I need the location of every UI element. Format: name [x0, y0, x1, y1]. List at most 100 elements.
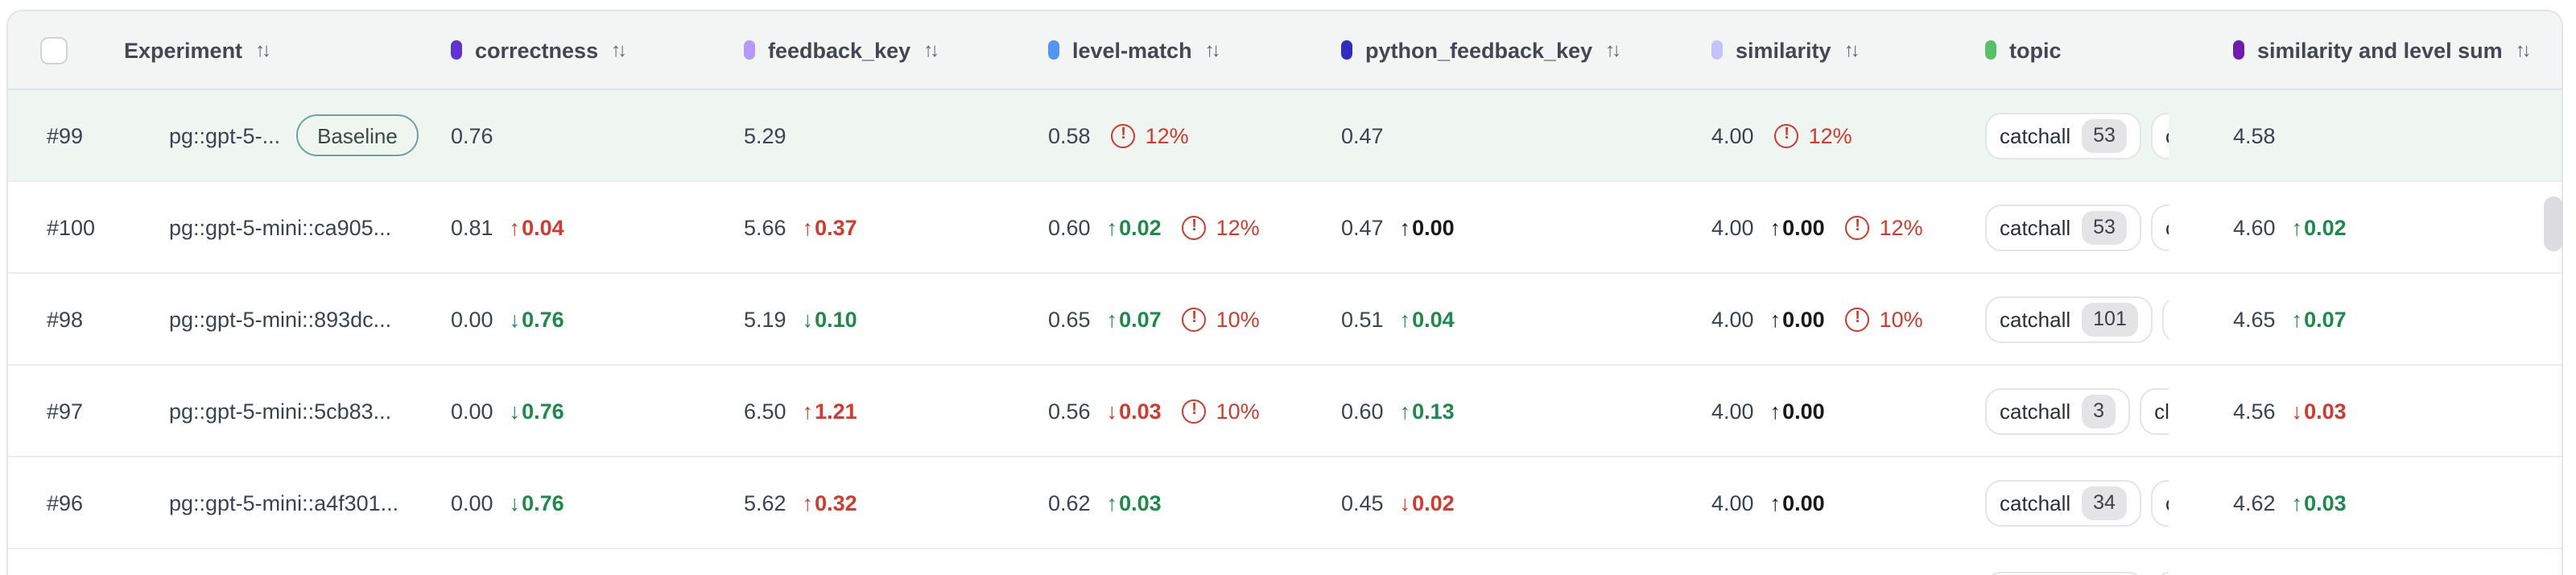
metric-color-dot-icon	[744, 40, 755, 60]
delta-arrow-icon: ↑	[1399, 307, 1411, 331]
scrollbar-thumb[interactable]	[2544, 196, 2563, 251]
warning-exclamation-icon	[1845, 215, 1870, 239]
topic-pill-label: c	[2165, 215, 2169, 239]
metric-delta: ↑ 0.07	[1107, 307, 1162, 331]
metric-value: 0.60	[1341, 399, 1384, 423]
column-header-python-feedback-key[interactable]: python_feedback_key	[1317, 11, 1687, 89]
sort-arrows-icon[interactable]	[923, 39, 936, 61]
topic-pill-label: catchall	[2000, 399, 2071, 423]
topic-pill-label: catchall	[2000, 123, 2071, 147]
metric-value: 0.51	[1341, 307, 1384, 331]
column-header-feedback-key[interactable]: feedback_key	[720, 11, 1024, 89]
metric-delta: ↓ 0.10	[803, 307, 857, 331]
metric-delta: ↓ 0.76	[510, 399, 564, 423]
metric-delta: ↓ 0.03	[2292, 399, 2347, 423]
column-header-correctness[interactable]: correctness	[427, 11, 720, 89]
delta-arrow-icon: ↓	[509, 307, 521, 331]
topic-pill-label: catchall	[2000, 215, 2071, 239]
topic-pill: c	[2150, 112, 2169, 159]
delta-arrow-icon: ↑	[1106, 307, 1118, 331]
metric-cell-correctness	[427, 549, 720, 575]
sort-arrows-icon[interactable]	[611, 39, 624, 61]
metric-cell-similarity-and-level-sum	[2191, 549, 2562, 575]
metric-value: 0.58	[1048, 123, 1091, 147]
experiment-cell: pg::gpt-5-mini::ca905...	[124, 182, 427, 272]
delta-arrow-icon: ↑	[1769, 307, 1781, 331]
metric-value: 5.66	[744, 215, 786, 239]
topic-pill-list: catchall 53 c	[1985, 112, 2169, 159]
delta-arrow-icon: ↑	[1399, 399, 1411, 423]
metric-delta: ↑ 0.07	[2292, 307, 2347, 331]
experiment-row-partial[interactable]	[8, 549, 2562, 575]
warning-exclamation-icon	[1182, 399, 1207, 423]
metric-cell-feedback-key: 6.50 ↑ 1.21	[720, 366, 1024, 456]
row-number: #100	[47, 215, 96, 239]
column-label: level-match	[1072, 38, 1192, 62]
select-all-checkbox[interactable]	[40, 36, 68, 64]
topic-cell: catchall 53 c	[1961, 90, 2191, 180]
delta-arrow-icon: ↓	[509, 399, 521, 423]
select-all-cell	[8, 11, 124, 89]
sort-arrows-icon[interactable]	[255, 39, 268, 61]
metric-value: 4.65	[2233, 307, 2276, 331]
delta-value: 0.04	[522, 215, 564, 239]
sort-arrows-icon[interactable]	[2516, 39, 2529, 61]
warning-indicator: 12%	[1845, 215, 1923, 239]
experiment-name: pg::gpt-5-mini::5cb83...	[169, 399, 392, 423]
row-number: #96	[47, 490, 84, 515]
topic-pill: c	[2161, 296, 2169, 342]
column-header-similarity[interactable]: similarity	[1687, 11, 1961, 89]
delta-arrow-icon: ↑	[1106, 490, 1118, 515]
metric-cell-level-match: 0.65 ↑0.07 10%	[1024, 274, 1317, 364]
row-number-cell: #99	[8, 90, 124, 180]
topic-pill-list: catchall 101 c	[1985, 296, 2169, 342]
metric-value: 0.65	[1048, 307, 1091, 331]
delta-arrow-icon: ↓	[1106, 399, 1118, 423]
metric-value: 0.47	[1341, 123, 1384, 147]
column-label: correctness	[475, 38, 599, 62]
column-header-similarity-and-level-sum[interactable]: similarity and level sum	[2191, 11, 2562, 89]
metric-cell-similarity-and-level-sum: 4.56 ↓ 0.03	[2191, 366, 2562, 456]
sort-arrows-icon[interactable]	[1844, 39, 1857, 61]
metric-cell-feedback-key	[720, 549, 1024, 575]
metric-cell-feedback-key: 5.19 ↓ 0.10	[720, 274, 1024, 364]
metric-value: 5.62	[744, 490, 786, 515]
row-number-cell: #97	[8, 366, 124, 456]
metric-delta: ↓ 0.03	[1107, 399, 1162, 423]
experiment-row[interactable]: #97 pg::gpt-5-mini::5cb83... 0.00 ↓ 0.76 6.50…	[8, 366, 2562, 457]
metric-delta: ↑ 0.32	[803, 490, 857, 515]
experiment-row[interactable]: #96 pg::gpt-5-mini::a4f301... 0.00 ↓ 0.76 5.6…	[8, 457, 2562, 549]
column-header-experiment[interactable]: Experiment	[124, 11, 427, 89]
topic-count-badge: 34	[2082, 486, 2127, 519]
topic-count-badge: 3	[2082, 394, 2116, 428]
metric-cell-similarity-and-level-sum: 4.62 ↑ 0.03	[2191, 457, 2562, 548]
delta-value: 0.37	[815, 215, 857, 239]
topic-count-badge: 53	[2082, 210, 2127, 244]
experiment-cell	[124, 549, 427, 575]
delta-arrow-icon: ↑	[1769, 490, 1781, 515]
delta-value: 0.00	[1412, 215, 1455, 239]
delta-value: 0.00	[1782, 307, 1825, 331]
experiment-row[interactable]: #98 pg::gpt-5-mini::893dc... 0.00 ↓ 0.76 5.19…	[8, 274, 2562, 366]
experiment-row[interactable]: #99pg::gpt-5-...Baseline0.765.290.5812%0…	[8, 90, 2562, 182]
sort-arrows-icon[interactable]	[1605, 39, 1618, 61]
warning-percent: 12%	[1808, 123, 1852, 147]
row-number-cell	[8, 549, 124, 575]
metric-value: 0.45	[1341, 490, 1384, 515]
warning-percent: 10%	[1216, 307, 1260, 331]
sort-arrows-icon[interactable]	[1205, 39, 1218, 61]
experiments-table-card: Experiment correctness feedback_key level-m…	[6, 10, 2563, 575]
experiment-row[interactable]: #100 pg::gpt-5-mini::ca905... 0.81 ↑ 0.04 5.6…	[8, 182, 2562, 274]
metric-delta: ↑ 0.00	[1770, 307, 1825, 331]
metric-cell-python-feedback-key: 0.47 ↑ 0.00	[1317, 182, 1687, 272]
delta-arrow-icon: ↑	[1106, 215, 1118, 239]
topic-pill-list: catchall 34 c	[1985, 479, 2169, 526]
metric-delta: ↓ 0.76	[510, 307, 564, 331]
metric-color-dot-icon	[1985, 40, 1996, 60]
topic-pill-list	[1985, 571, 2169, 575]
experiment-name: pg::gpt-5-...	[169, 123, 281, 147]
metric-color-dot-icon	[451, 40, 462, 60]
delta-arrow-icon: ↑	[1769, 215, 1781, 239]
delta-value: 0.76	[522, 399, 564, 423]
column-header-level-match[interactable]: level-match	[1024, 11, 1317, 89]
